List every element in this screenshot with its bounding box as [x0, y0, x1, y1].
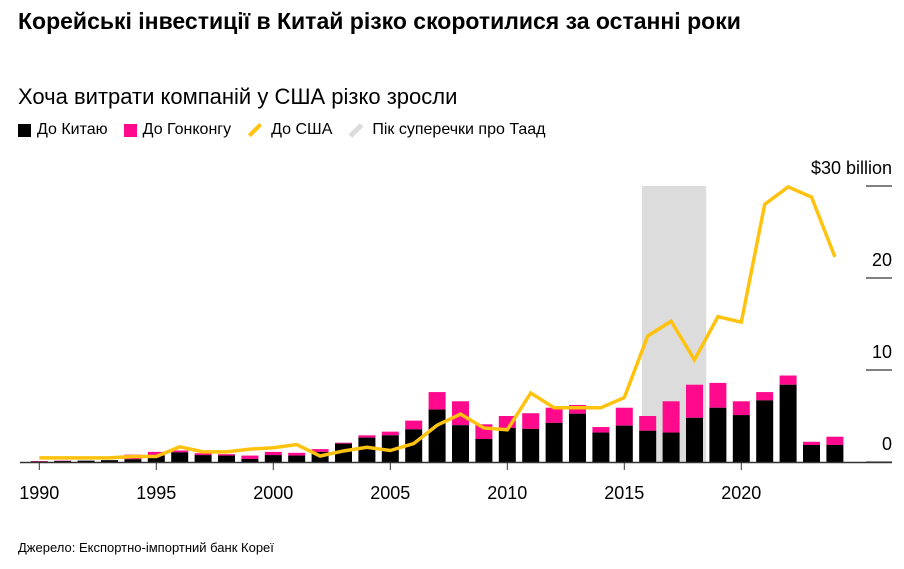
bar-hongkong-2012 — [545, 407, 563, 423]
bar-china-1995 — [147, 455, 165, 462]
x-tick-label: 2000 — [253, 483, 293, 503]
bar-china-2000 — [264, 455, 282, 462]
bar-hongkong-2016 — [639, 416, 657, 431]
legend-item-china: До Китаю — [18, 121, 108, 139]
legend-item-hongkong: До Гонконгу — [123, 121, 232, 139]
bar-hongkong-2024 — [826, 436, 844, 445]
bar-hongkong-2014 — [592, 427, 610, 433]
bar-china-2014 — [592, 432, 610, 462]
legend-label-china: До Китаю — [37, 121, 108, 138]
legend-item-thaad: Пік суперечки про Таад — [348, 121, 546, 139]
bar-hongkong-2003 — [335, 442, 352, 444]
bar-china-2010 — [498, 427, 516, 462]
legend-item-us: До США — [247, 121, 332, 139]
bar-china-1999 — [241, 458, 259, 462]
bar-china-2008 — [452, 425, 469, 462]
bar-hongkong-2011 — [522, 413, 540, 429]
bar-china-2004 — [358, 437, 376, 462]
bar-china-1997 — [194, 455, 212, 462]
bar-china-2017 — [662, 432, 680, 462]
bar-china-2001 — [288, 455, 306, 462]
bar-china-1992 — [77, 460, 95, 462]
legend-label-thaad: Пік суперечки про Таад — [372, 121, 546, 138]
bar-hongkong-2004 — [358, 435, 376, 438]
bar-china-1991 — [54, 461, 72, 462]
bar-hongkong-2001 — [288, 452, 306, 456]
bar-china-2006 — [405, 429, 423, 462]
x-tick-label: 2005 — [370, 483, 410, 503]
bar-hongkong-2023 — [803, 441, 820, 445]
legend-swatch-china — [18, 123, 31, 137]
bar-china-2018 — [686, 417, 703, 462]
x-tick-label: 1995 — [136, 483, 176, 503]
bar-hongkong-2020 — [732, 401, 750, 416]
legend-label-hongkong: До Гонконгу — [142, 121, 232, 138]
bar-hongkong-2005 — [381, 431, 399, 436]
bar-china-1994 — [124, 459, 142, 462]
bar-hongkong-1999 — [241, 455, 259, 459]
bar-china-2015 — [615, 425, 633, 462]
bar-china-2024 — [826, 444, 844, 462]
bar-hongkong-2006 — [405, 420, 423, 430]
bar-china-2003 — [335, 443, 352, 462]
y-tick-label: 0 — [882, 434, 892, 454]
y-tick-label: 10 — [872, 342, 892, 362]
bar-china-2021 — [756, 400, 774, 462]
bar-china-1998 — [218, 455, 235, 462]
chart-subtitle: Хоча витрати компаній у США різко зросли — [18, 84, 458, 109]
source-note: Джерело: Експортно-імпортний банк Кореї — [18, 540, 274, 555]
bar-hongkong-2002 — [311, 449, 329, 452]
bar-hongkong-2000 — [264, 451, 282, 456]
bar-hongkong-1997 — [194, 453, 212, 456]
legend: До Китаю До Гонконгу До США Пік суперечк… — [18, 121, 562, 139]
bar-china-2007 — [428, 409, 446, 462]
bar-china-2011 — [522, 428, 540, 462]
bar-china-1993 — [101, 460, 118, 462]
bar-hongkong-2022 — [779, 375, 797, 385]
x-tick-label: 1990 — [19, 483, 59, 503]
bar-hongkong-2015 — [615, 407, 633, 426]
bar-hongkong-2019 — [709, 382, 727, 408]
x-tick-label: 2020 — [721, 483, 761, 503]
bar-china-2020 — [732, 415, 750, 462]
bar-china-1996 — [171, 452, 189, 462]
bar-hongkong-1996 — [171, 450, 189, 453]
bar-china-2012 — [545, 422, 563, 462]
bar-hongkong-2007 — [428, 392, 446, 410]
legend-label-us: До США — [271, 121, 333, 138]
bar-china-2005 — [381, 435, 399, 462]
y-tick-label: 20 — [872, 250, 892, 270]
bar-hongkong-2018 — [686, 384, 703, 418]
bar-hongkong-2021 — [756, 392, 774, 401]
bar-china-2019 — [709, 407, 727, 462]
x-tick-label: 2010 — [487, 483, 527, 503]
x-tick-label: 2015 — [604, 483, 644, 503]
bar-china-2009 — [475, 439, 493, 462]
bar-hongkong-2017 — [662, 401, 680, 433]
bar-china-2013 — [569, 413, 586, 462]
bar-hongkong-1995 — [147, 451, 165, 456]
y-tick-label: $30 billion — [811, 158, 892, 178]
bar-hongkong-1998 — [218, 454, 235, 456]
legend-swatch-hongkong — [123, 123, 137, 137]
bar-china-2022 — [779, 384, 797, 462]
bar-hongkong-2010 — [498, 416, 516, 428]
chart-title: Корейські інвестиції в Китай різко скоро… — [18, 8, 741, 34]
bar-china-2016 — [639, 430, 657, 462]
bar-china-2023 — [803, 444, 820, 462]
